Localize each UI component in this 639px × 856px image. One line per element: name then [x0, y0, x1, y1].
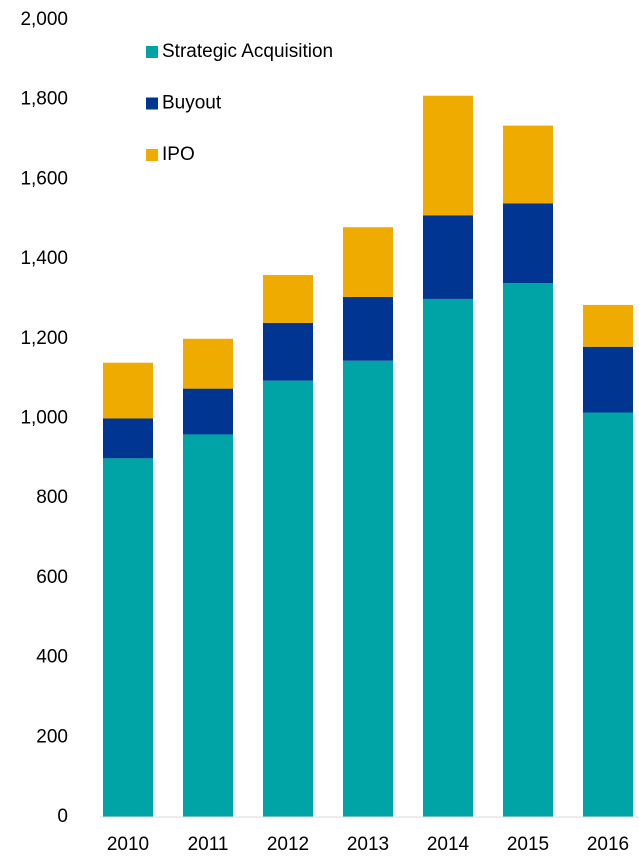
y-tick-label: 1,800 — [20, 89, 68, 110]
bar-segment — [583, 304, 633, 347]
bar-segment — [343, 296, 393, 361]
bar-segment — [583, 412, 633, 817]
x-tick-label: 2014 — [427, 834, 470, 855]
bar-segment — [503, 125, 553, 204]
y-tick-label: 1,200 — [20, 328, 68, 349]
bar-segment — [263, 322, 313, 381]
y-tick-label: 1,400 — [20, 248, 68, 269]
bar-segment — [263, 275, 313, 323]
y-tick-label: 600 — [36, 567, 68, 588]
bar-segment — [343, 360, 393, 817]
legend-swatch — [146, 46, 158, 58]
legend-label: IPO — [162, 144, 195, 165]
y-tick-label: 2,000 — [20, 9, 68, 30]
bar-segment — [423, 298, 473, 817]
legend-label: Buyout — [162, 93, 222, 114]
bar-segment — [503, 283, 553, 817]
bar-segment — [103, 362, 153, 419]
x-tick-label: 2015 — [507, 834, 549, 855]
x-tick-label: 2012 — [267, 834, 309, 855]
bar-segment — [343, 227, 393, 297]
bar-segment — [183, 388, 233, 435]
legend-swatch — [146, 149, 158, 161]
y-tick-label: 1,600 — [20, 168, 68, 189]
legend-swatch — [146, 97, 158, 110]
y-tick-label: 800 — [36, 487, 68, 508]
y-tick-label: 200 — [36, 726, 68, 747]
x-tick-label: 2010 — [107, 834, 149, 855]
bar-segment — [583, 346, 633, 413]
bar-segment — [103, 458, 153, 817]
bar-segment — [183, 338, 233, 389]
y-tick-label: 400 — [36, 647, 68, 668]
bar-segment — [183, 434, 233, 817]
bar-segment — [103, 418, 153, 459]
bar-segment — [423, 215, 473, 299]
bar-segment — [263, 380, 313, 817]
x-tick-label: 2011 — [188, 834, 229, 855]
x-tick-label: 2013 — [347, 834, 389, 855]
legend-label: Strategic Acquisition — [162, 41, 333, 62]
x-tick-label: 2016 — [587, 834, 629, 855]
y-tick-label: 0 — [57, 806, 68, 827]
bar-segment — [423, 95, 473, 216]
bar-segment — [503, 203, 553, 284]
y-tick-label: 1,000 — [20, 408, 68, 429]
